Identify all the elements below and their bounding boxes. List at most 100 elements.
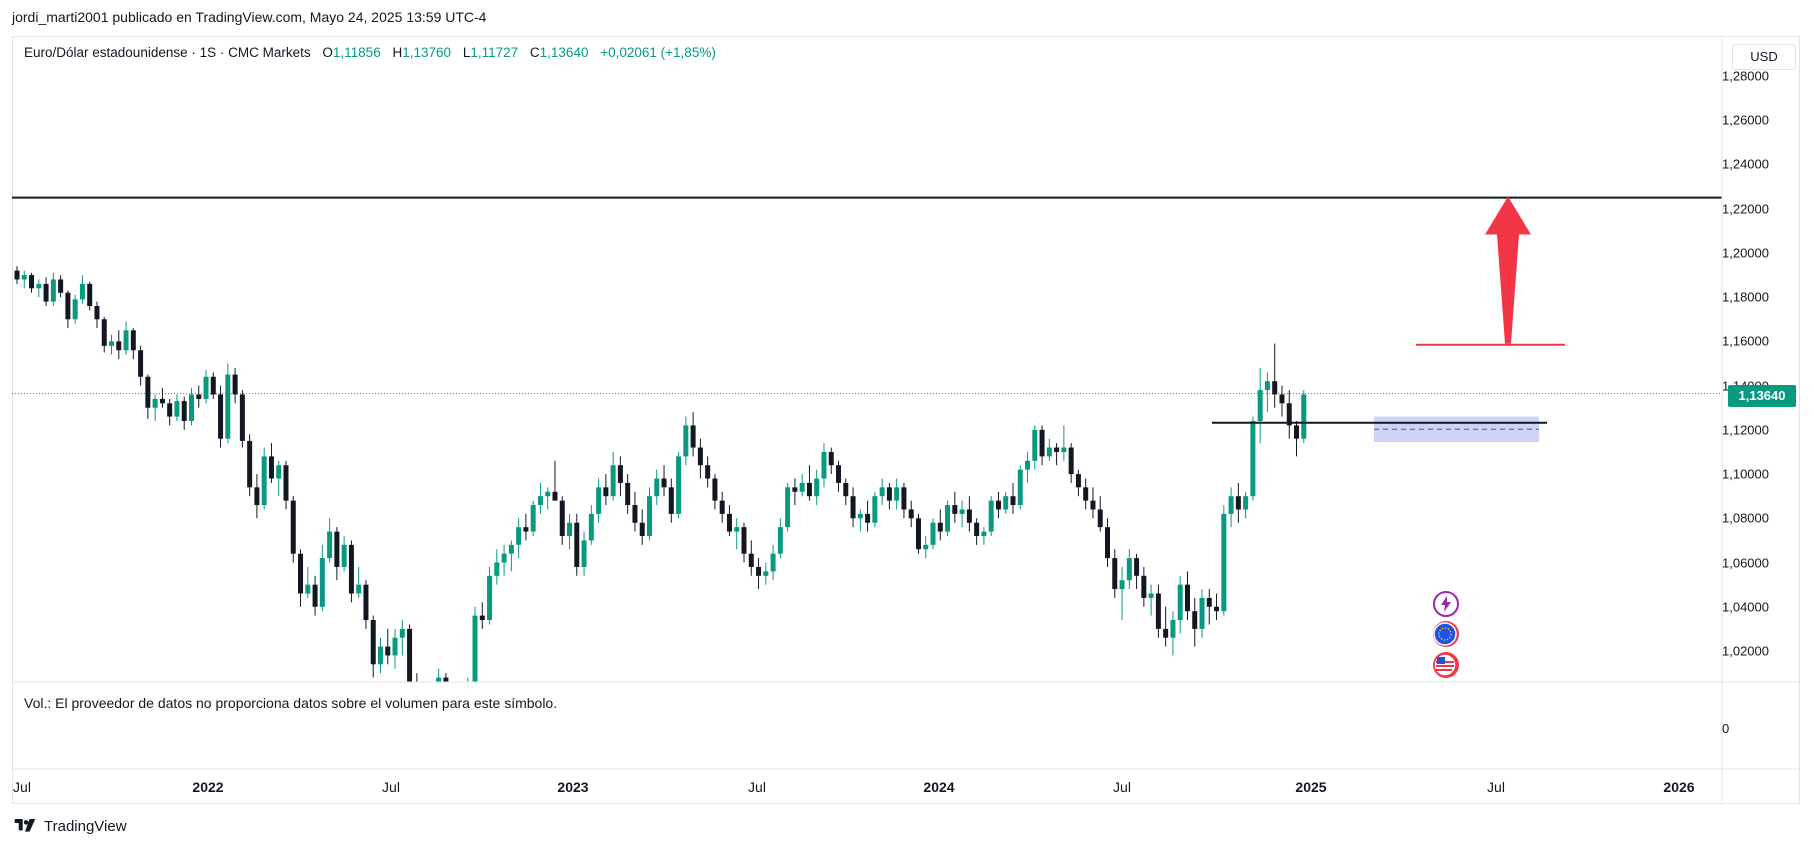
candle — [72, 294, 78, 324]
candle — [356, 566, 362, 598]
candle-body — [523, 527, 529, 532]
candle — [574, 513, 580, 576]
candle-body — [312, 584, 318, 607]
candle-body — [283, 465, 289, 501]
candle-body — [1221, 513, 1227, 612]
candle-body — [145, 376, 151, 408]
candle-body — [167, 403, 173, 417]
candle-body — [290, 500, 296, 554]
candle-body — [276, 465, 282, 479]
candle — [1068, 443, 1074, 483]
candle — [21, 270, 27, 289]
candle-body — [159, 398, 165, 404]
candle-body — [305, 584, 311, 594]
candle-body — [836, 465, 842, 483]
candle — [1148, 584, 1154, 616]
candle-body — [1097, 509, 1103, 528]
candle — [501, 544, 507, 576]
candle — [988, 496, 994, 536]
candle-body — [261, 456, 267, 506]
candle-body — [36, 283, 42, 289]
candle-body — [639, 522, 645, 536]
candle — [668, 478, 674, 523]
candle — [901, 482, 907, 519]
candle — [239, 390, 245, 448]
candle-body — [443, 677, 449, 682]
candle-body — [988, 500, 994, 532]
us-flag-icon[interactable] — [1433, 652, 1459, 678]
candle-body — [1141, 575, 1147, 598]
last-price-badge: 1,13640 — [1728, 385, 1796, 407]
candle-body — [94, 306, 100, 320]
candle-body — [610, 465, 616, 497]
candle — [806, 465, 812, 501]
candle-body — [719, 500, 725, 514]
candle-body — [734, 527, 740, 532]
candle — [29, 272, 35, 293]
candle — [1294, 421, 1300, 457]
candle-body — [814, 478, 820, 497]
candle — [596, 478, 602, 523]
candle — [416, 673, 418, 682]
candle — [1061, 425, 1067, 461]
candle — [276, 460, 282, 497]
candle — [378, 637, 383, 674]
candle-body — [319, 558, 325, 607]
time-tick-label: 2025 — [1295, 779, 1327, 795]
candle — [814, 469, 820, 506]
candle-body — [705, 465, 711, 479]
price-tick-label: 1,22000 — [1722, 201, 1769, 217]
candle — [254, 474, 260, 519]
time-tick-label: 2024 — [923, 779, 955, 795]
currency-button[interactable]: USD — [1732, 44, 1796, 70]
candle — [697, 438, 703, 479]
candle — [639, 509, 645, 545]
candle-body — [1061, 447, 1067, 452]
candle — [1090, 487, 1096, 519]
candle-body — [697, 447, 703, 466]
candle-body — [407, 628, 413, 682]
candle — [218, 385, 224, 448]
candle-body — [1243, 496, 1249, 510]
candle — [363, 580, 369, 629]
candle-body — [1155, 593, 1161, 629]
candle-body — [378, 646, 383, 665]
brand-footer[interactable]: TradingView — [12, 818, 127, 835]
time-tick-label: Jul — [1487, 779, 1505, 795]
chart-frame[interactable] — [12, 36, 1800, 804]
candle-body — [995, 500, 1001, 510]
candle-body — [748, 553, 754, 567]
candle-body — [1250, 421, 1256, 497]
candle-body — [712, 478, 718, 501]
candle — [1075, 469, 1081, 497]
candle-body — [225, 374, 231, 439]
candle — [1192, 597, 1198, 647]
candle-body — [1025, 460, 1031, 470]
candle-body — [501, 553, 507, 563]
candle — [1046, 438, 1052, 461]
candle — [836, 460, 842, 492]
candle-body — [901, 487, 907, 510]
candle — [625, 474, 631, 514]
candle-body — [908, 509, 914, 519]
candle-body — [348, 544, 354, 594]
symbol-title[interactable]: Euro/Dólar estadounidense · 1S · CMC Mar… — [24, 45, 311, 60]
eu-flag-icon[interactable] — [1433, 621, 1459, 647]
time-tick-label: 2023 — [557, 779, 589, 795]
candle-body — [516, 527, 522, 545]
time-tick-label: Jul — [1113, 779, 1131, 795]
lightning-event-icon[interactable] — [1433, 591, 1459, 617]
candle — [1126, 549, 1132, 590]
candle-body — [1264, 381, 1270, 391]
price-tick-label: 1,20000 — [1722, 245, 1769, 261]
candle-body — [487, 575, 493, 621]
candle — [559, 496, 565, 545]
candle — [661, 465, 667, 497]
candle-body — [79, 283, 85, 300]
candle-body — [646, 496, 652, 536]
candle — [1163, 606, 1169, 647]
candle — [305, 566, 311, 598]
candle — [756, 558, 762, 590]
candle-body — [399, 628, 405, 638]
